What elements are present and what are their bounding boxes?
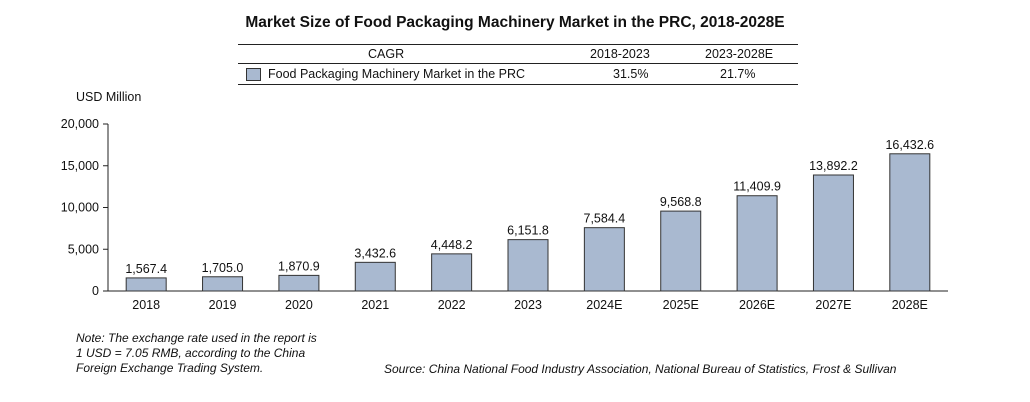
cagr-period-1: 2018-2023 — [590, 47, 650, 61]
footnote: Note: The exchange rate used in the repo… — [76, 331, 317, 376]
x-tick-label: 2021 — [361, 298, 389, 312]
x-tick-label: 2025E — [663, 298, 699, 312]
cagr-period-2: 2023-2028E — [705, 47, 774, 61]
x-tick-label: 2022 — [438, 298, 466, 312]
bar-value-label: 1,870.9 — [278, 259, 320, 273]
footnote-line-3: Foreign Exchange Trading System. — [76, 361, 264, 375]
x-tick-label: 2020 — [285, 298, 313, 312]
bar — [278, 274, 320, 292]
bar-value-label: 11,409.9 — [733, 180, 781, 194]
cagr-series-row: Food Packaging Machinery Market in the P… — [238, 64, 798, 85]
legend-series-name: Food Packaging Machinery Market in the P… — [268, 67, 526, 81]
bar-value-label: 4,448.2 — [431, 238, 473, 252]
bar — [354, 261, 396, 292]
cagr-value-1: 31.5% — [613, 67, 649, 81]
x-tick-label: 2019 — [209, 298, 237, 312]
footnote-line-2: 1 USD = 7.05 RMB, according to the China — [76, 346, 306, 360]
x-tick-label: 2023 — [514, 298, 542, 312]
bar-value-label: 16,432.6 — [885, 138, 934, 152]
x-tick-label: 2024E — [586, 298, 622, 312]
bar-value-label: 13,892.2 — [809, 159, 858, 173]
x-tick-label: 2018 — [132, 298, 160, 312]
bar-value-label: 1,567.4 — [125, 262, 167, 276]
y-tick-label: 10,000 — [61, 201, 99, 215]
bar-value-label: 3,432.6 — [354, 246, 396, 260]
chart-title: Market Size of Food Packaging Machinery … — [245, 14, 785, 31]
cagr-header-label: CAGR — [368, 47, 405, 61]
bar-value-label: 7,584.4 — [584, 212, 626, 226]
bar — [431, 253, 473, 292]
bar — [736, 195, 778, 292]
x-tick-label: 2027E — [815, 298, 851, 312]
x-tick-label: 2026E — [739, 298, 775, 312]
bar-value-label: 6,151.8 — [507, 224, 549, 238]
cagr-header-row: CAGR 2018-2023 2023-2028E — [238, 44, 798, 64]
bar — [889, 153, 931, 292]
source-note: Source: China National Food Industry Ass… — [384, 362, 897, 376]
y-tick-label: 5,000 — [68, 242, 99, 256]
legend-swatch — [246, 68, 261, 81]
y-tick-label: 15,000 — [61, 159, 99, 173]
x-tick-label: 2028E — [892, 298, 928, 312]
bar-value-label: 9,568.8 — [660, 195, 702, 209]
y-tick-label: 20,000 — [61, 117, 99, 131]
bar — [125, 277, 167, 292]
bar — [507, 239, 549, 292]
bar — [812, 174, 854, 292]
bar — [202, 276, 244, 292]
y-tick-label: 0 — [92, 284, 99, 298]
cagr-table: CAGR 2018-2023 2023-2028E Food Packaging… — [238, 44, 798, 85]
bar — [660, 210, 702, 292]
cagr-value-2: 21.7% — [720, 67, 756, 81]
y-axis-unit: USD Million — [76, 90, 142, 104]
bar — [583, 227, 625, 292]
bar-value-label: 1,705.0 — [202, 261, 244, 275]
footnote-line-1: Note: The exchange rate used in the repo… — [76, 331, 317, 345]
